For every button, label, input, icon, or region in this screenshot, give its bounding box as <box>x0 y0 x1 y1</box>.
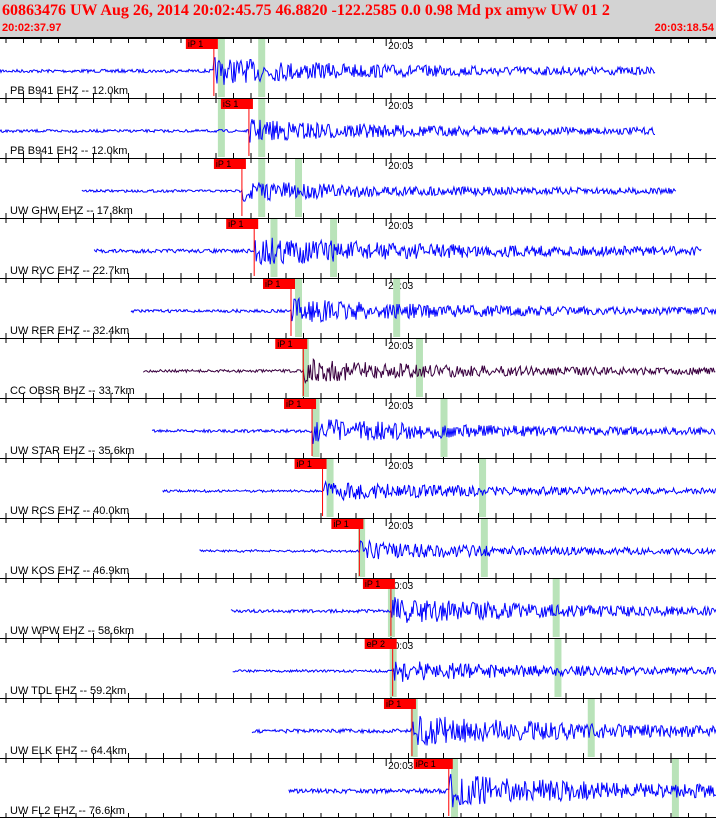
phase-marker <box>440 399 448 457</box>
minute-label: 20:03 <box>388 281 413 292</box>
phase-marker <box>302 339 310 397</box>
waveform <box>232 661 716 682</box>
pick-label: iP 1 <box>228 219 243 229</box>
waveform <box>0 119 655 143</box>
phase-marker <box>415 339 423 397</box>
phase-marker <box>217 99 225 157</box>
pick-flag <box>262 279 295 289</box>
phase-marker <box>295 159 303 217</box>
phase-marker <box>554 639 562 697</box>
minute-label: 20:03 <box>388 641 413 652</box>
pick-flag <box>413 759 453 769</box>
phase-marker <box>270 219 278 277</box>
minute-label: 20:03 <box>388 221 413 232</box>
station-label: PB B941 EHZ -- 12.0km <box>10 85 128 97</box>
station-label: CC OBSR BHZ -- 33.7km <box>10 385 135 397</box>
event-title: 60863476 UW Aug 26, 2014 20:02:45.75 46.… <box>2 2 610 19</box>
pick-flag <box>275 339 308 349</box>
station-label: UW RVC EHZ -- 22.7km <box>10 265 129 277</box>
pick-label: iP 1 <box>216 159 231 169</box>
pick-label: iP 1 <box>297 459 312 469</box>
minute-label: 20:03 <box>388 521 413 532</box>
phase-marker <box>587 699 595 757</box>
phase-marker <box>480 519 488 577</box>
station-label: UW ELK EHZ -- 64.4km <box>10 745 127 757</box>
station-label: UW STAR EHZ -- 35.6km <box>10 445 134 457</box>
waveform <box>162 480 716 502</box>
station-label: UW KOS EHZ -- 46.9km <box>10 565 129 577</box>
minute-label: 20:03 <box>388 581 413 592</box>
phase-marker <box>312 399 320 457</box>
minute-label: 20:03 <box>388 761 413 772</box>
waveform <box>199 539 716 560</box>
phase-marker <box>479 459 487 517</box>
start-time: 20:02:37.97 <box>2 22 62 34</box>
station-label: UW RCS EHZ -- 40.0km <box>10 505 129 517</box>
waveform <box>151 419 716 444</box>
minute-label: 20:03 <box>388 161 413 172</box>
waveform <box>93 237 702 266</box>
station-label: UW WPW EHZ -- 58.6km <box>10 625 134 637</box>
station-label: UW TDL EHZ -- 59.2km <box>10 685 126 697</box>
pick-flag <box>362 579 395 589</box>
minute-label: 20:03 <box>388 101 413 112</box>
pick-label: iP 1 <box>286 399 301 409</box>
pick-flag <box>364 639 397 649</box>
pick-flag <box>185 39 218 49</box>
phase-marker <box>295 279 303 337</box>
pick-label: iP 1 <box>386 699 401 709</box>
phase-marker <box>258 39 266 97</box>
waveform <box>251 715 716 746</box>
pick-flag <box>294 459 327 469</box>
phase-marker <box>258 99 266 157</box>
pick-label: iS 1 <box>223 99 239 109</box>
station-label: UW GHW EHZ -- 17.8km <box>10 205 133 217</box>
phase-marker <box>552 579 560 637</box>
phase-marker <box>358 519 366 577</box>
waveform <box>230 597 716 623</box>
phase-marker <box>410 699 418 757</box>
pick-label: iPc 1 <box>416 759 436 769</box>
pick-flag <box>383 699 416 709</box>
pick-flag <box>331 519 364 529</box>
event-header: 60863476 UW Aug 26, 2014 20:02:45.75 46.… <box>0 0 716 38</box>
station-label: PB B941 EH2 -- 12.0km <box>10 145 127 157</box>
waveform <box>81 182 677 202</box>
waveform <box>130 296 716 323</box>
minute-label: 20:03 <box>388 401 413 412</box>
phase-marker <box>451 759 459 817</box>
pick-flag <box>226 219 259 229</box>
seismogram-panel: 20:03 iP 1 PB B941 EHZ -- 12.0km 20:03 iS 1 P… <box>0 38 716 818</box>
pick-label: iP 1 <box>277 339 292 349</box>
minute-label: 20:03 <box>388 461 413 472</box>
end-time: 20:03:18.54 <box>654 22 714 34</box>
minute-label: 20:03 <box>388 341 413 352</box>
waveform <box>0 57 656 85</box>
station-label: UW FL2 EHZ -- 76.6km <box>10 805 125 817</box>
pick-label: iP 1 <box>265 279 280 289</box>
pick-flag <box>220 99 253 109</box>
pick-label: iP 1 <box>188 39 203 49</box>
minute-label: 20:03 <box>388 41 413 52</box>
waveform <box>288 773 716 808</box>
pick-label: iP 1 <box>333 519 348 529</box>
waveform <box>142 357 716 384</box>
pick-label: eP 2 <box>367 639 385 649</box>
station-label: UW RER EHZ -- 32.4km <box>10 325 129 337</box>
pick-label: iP 1 <box>365 579 380 589</box>
pick-flag <box>213 159 246 169</box>
pick-flag <box>284 399 317 409</box>
